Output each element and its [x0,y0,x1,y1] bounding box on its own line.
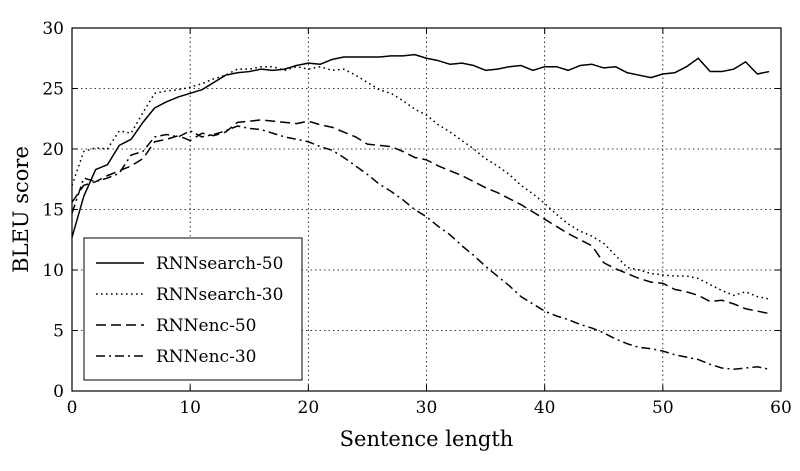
x-tick-label: 40 [534,398,556,418]
legend-label: RNNenc-50 [156,316,256,336]
y-tick-label: 20 [42,140,64,160]
x-tick-label: 30 [416,398,438,418]
y-tick-label: 0 [53,382,64,402]
axis-ticks [71,27,782,392]
x-tick-label: 20 [298,398,320,418]
legend-label: RNNsearch-50 [156,254,283,274]
legend-label: RNNenc-30 [156,347,256,367]
series-line-2 [71,65,770,300]
y-tick-label: 30 [42,19,64,39]
x-axis-title: Sentence length [340,427,514,451]
tick-labels: 0 10 20 30 40 50 60 0 5 10 15 20 25 30 [42,19,791,418]
x-tick-label: 0 [67,398,78,418]
legend-label: RNNsearch-30 [156,285,283,305]
x-tick-label: 10 [179,398,201,418]
y-tick-label: 15 [42,201,64,221]
y-axis-title: BLEU score [9,146,33,273]
x-tick-label: 50 [652,398,674,418]
legend: RNNsearch-50 RNNsearch-30 RNNenc-50 RNNenc-… [83,237,303,381]
series-line-1 [71,53,770,238]
y-tick-label: 25 [42,80,64,100]
series-line-4 [71,125,770,370]
x-tick-label: 60 [770,398,792,418]
series-line-3 [71,119,770,315]
y-tick-label: 10 [42,261,64,281]
series-lines [71,53,770,370]
y-tick-label: 5 [53,322,64,342]
